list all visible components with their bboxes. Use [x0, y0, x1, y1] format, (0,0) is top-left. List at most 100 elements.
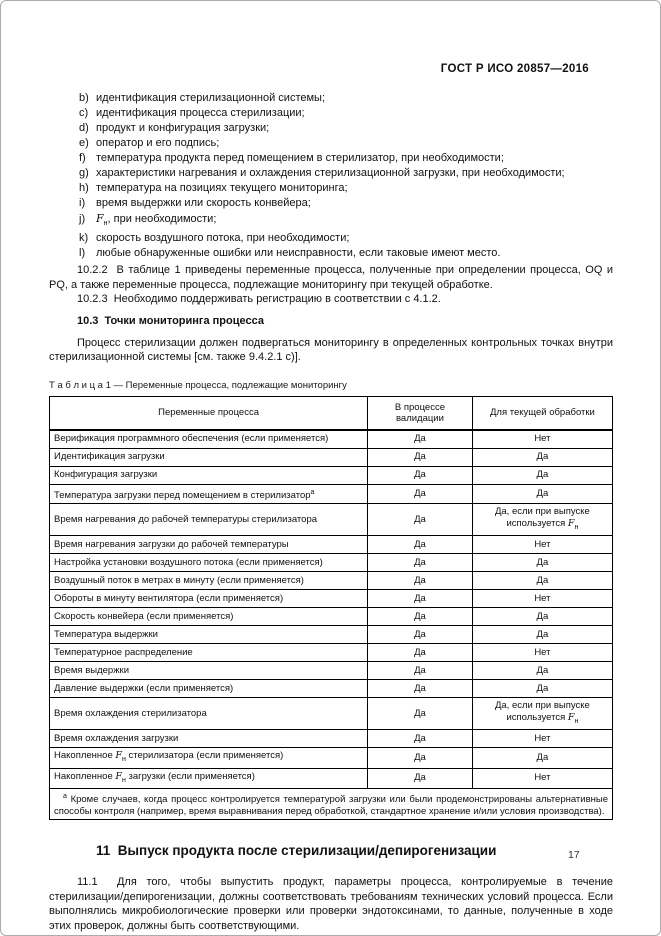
list-item: b) идентификация стерилизационной системы… — [79, 91, 613, 106]
list-item-text: температура продукта перед помещением в … — [96, 152, 504, 164]
table-row: Время выдержки Да Да — [48, 661, 614, 681]
cell-validation: Да — [367, 697, 473, 731]
page-number: 17 — [568, 849, 580, 861]
cell-variable: Время нагревания до рабочей температуры … — [48, 503, 369, 537]
list-item: e) оператор и его подпись; — [79, 136, 613, 151]
section-11-heading: 11 Выпуск продукта после стерилизации/де… — [96, 843, 497, 859]
cell-routine: Нет — [471, 535, 614, 555]
heading-10-3: 10.3 Точки мониторинга процесса — [77, 314, 264, 327]
cell-validation: Да — [367, 679, 473, 699]
paragraph-11-1: 11.1 Для того, чтобы выпустить продукт, … — [49, 876, 613, 932]
list-item: l) любые обнаруженные ошибки или неисправ… — [79, 246, 613, 261]
cell-variable: Накопленное Fн стерилизатора (если приме… — [48, 747, 369, 769]
cell-routine: Да — [471, 625, 614, 645]
list-item-marker: k) — [79, 232, 89, 245]
list-item: d) продукт и конфигурация загрузки; — [79, 121, 613, 136]
cell-validation: Да — [367, 535, 473, 555]
list-item-text: идентификация стерилизационной системы; — [96, 92, 326, 104]
table-row: Настройка установки воздушного потока (е… — [48, 553, 614, 573]
cell-validation: Да — [367, 429, 473, 449]
cell-variable: Верификация программного обеспечения (ес… — [48, 429, 369, 449]
cell-validation: Да — [367, 553, 473, 573]
cell-routine: Да — [471, 747, 614, 769]
list-item-marker: e) — [79, 137, 89, 149]
f-h-symbol: F — [567, 711, 575, 723]
document-header: ГОСТ Р ИСО 20857—2016 — [440, 63, 589, 75]
cell-variable: Настройка установки воздушного потока (е… — [48, 553, 369, 573]
table-body: Верификация программного обеспечения (ес… — [48, 429, 614, 821]
column-header-process-variables: Переменные процесса — [48, 395, 369, 431]
list-item: i) время выдержки или скорость конвейера; — [79, 196, 613, 211]
footnote-marker: а — [63, 792, 67, 800]
cell-validation: Да — [367, 643, 473, 663]
f-h-symbol: F — [115, 750, 122, 762]
table-row: Идентификация загрузки Да Да — [48, 447, 614, 467]
cell-validation: Да — [367, 625, 473, 645]
table-row: Воздушный поток в метрах в минуту (если … — [48, 571, 614, 591]
paragraph-10-2-3: 10.2.3 Необходимо поддерживать регистрац… — [77, 293, 441, 306]
cell-validation: Да — [367, 729, 473, 749]
table-footnote: а Кроме случаев, когда процесс контролир… — [49, 787, 613, 821]
cell-routine: Да — [471, 447, 614, 467]
table-footnote-row: а Кроме случаев, когда процесс контролир… — [49, 787, 613, 821]
list-item-marker: b) — [79, 92, 89, 104]
cell-routine: Нет — [471, 729, 614, 749]
list-item-text: температура на позициях текущего монитор… — [96, 182, 348, 194]
list-item-marker: g) — [79, 167, 89, 179]
table-row: Накопленное Fн стерилизатора (если приме… — [48, 747, 614, 769]
list-item-text: идентификация процесса стерилизации; — [96, 107, 305, 119]
cell-validation: Да — [367, 767, 473, 789]
list-item-marker: i) — [79, 197, 86, 209]
table-row: Давление выдержки (если применяется) Да Да — [48, 679, 614, 699]
list-item-text: оператор и его подпись; — [96, 137, 220, 149]
cell-variable: Температура выдержки — [48, 625, 369, 645]
table-row: Обороты в минуту вентилятора (если приме… — [48, 589, 614, 609]
list-item-text: время выдержки или скорость конвейера; — [96, 197, 311, 209]
f-h-symbol: F — [115, 770, 122, 782]
list-item-text: скорость воздушного потока, при необходи… — [96, 232, 350, 245]
cell-variable: Время нагревания загрузки до рабочей тем… — [48, 535, 369, 555]
f-h-symbol: F — [567, 517, 575, 529]
cell-routine: Да — [471, 661, 614, 681]
cell-routine: Да — [471, 465, 614, 485]
table-row: Верификация программного обеспечения (ес… — [48, 429, 614, 449]
cell-variable: Давление выдержки (если применяется) — [48, 679, 369, 699]
cell-routine: Нет — [471, 643, 614, 663]
cell-validation: Да — [367, 503, 473, 537]
list-item: g) характеристики нагревания и охлаждения… — [79, 166, 613, 181]
cell-variable: Время выдержки — [48, 661, 369, 681]
cell-routine: Нет — [471, 589, 614, 609]
cell-routine: Нет — [471, 767, 614, 789]
column-header-routine: Для текущей обработки — [471, 395, 614, 431]
list-item-marker: l) — [79, 247, 86, 260]
list-item-marker: c) — [79, 107, 89, 119]
table-row: Накопленное Fн загрузки (если применяетс… — [48, 767, 614, 789]
table-row: Время охлаждения загрузки Да Нет — [48, 729, 614, 749]
list-item-text: характеристики нагревания и охлаждения с… — [96, 167, 565, 179]
table-row: Время нагревания до рабочей температуры … — [48, 503, 614, 537]
table-row: Температура выдержки Да Да — [48, 625, 614, 645]
list-item-marker: f) — [79, 152, 86, 164]
cell-routine: Да, если при выпуске используется Fн — [471, 697, 614, 731]
f-h-symbol: F — [96, 212, 104, 225]
paragraph-10-2-2: 10.2.2 В таблице 1 приведены переменные … — [49, 264, 613, 291]
cell-routine: Да — [471, 553, 614, 573]
cell-variable: Время охлаждения стерилизатора — [48, 697, 369, 731]
list-item-marker: d) — [79, 122, 89, 134]
table-row: Температурное распределение Да Нет — [48, 643, 614, 663]
cell-variable: Конфигурация загрузки — [48, 465, 369, 485]
list-item: f) температура продукта перед помещением … — [79, 151, 613, 166]
cell-variable: Скорость конвейера (если применяется) — [48, 607, 369, 627]
paragraph-10-3: Процесс стерилизации должен подвергаться… — [49, 336, 613, 364]
list-item-text: Fн, при необходимости; — [96, 212, 217, 228]
process-variables-table: Переменные процесса В процессе валидации… — [48, 395, 614, 821]
list-item: h) температура на позициях текущего монит… — [79, 181, 613, 196]
cell-routine: Да, если при выпуске используется Fн — [471, 503, 614, 537]
list-item: c) идентификация процесса стерилизации; — [79, 106, 613, 121]
list-item-marker: h) — [79, 182, 89, 194]
list-item-marker: j) — [79, 213, 86, 225]
cell-routine: Нет — [471, 429, 614, 449]
cell-variable: Температурное распределение — [48, 643, 369, 663]
cell-routine: Да — [471, 679, 614, 699]
